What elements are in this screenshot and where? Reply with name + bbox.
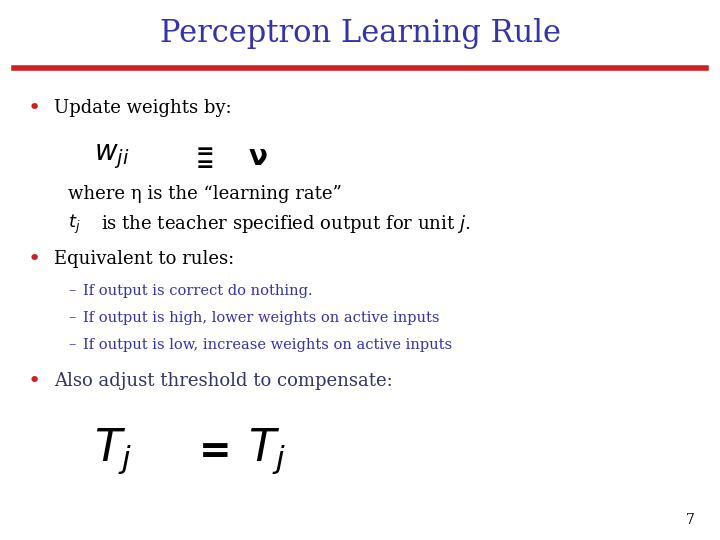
Text: $\mathbf{\mathit{T}}_j$: $\mathbf{\mathit{T}}_j$ [248,426,287,476]
Text: If output is high, lower weights on active inputs: If output is high, lower weights on acti… [83,310,439,325]
Text: –: – [68,284,76,298]
Text: where η is the “learning rate”: where η is the “learning rate” [68,185,342,204]
Text: $\mathbf{\nu}$: $\mathbf{\nu}$ [248,143,268,171]
Text: Also adjust threshold to compensate:: Also adjust threshold to compensate: [54,372,392,390]
Text: Update weights by:: Update weights by: [54,99,232,117]
Text: 7: 7 [686,512,695,526]
Text: $\mathbf{\mathit{T}}_j$: $\mathbf{\mathit{T}}_j$ [94,426,132,476]
Text: –: – [68,338,76,352]
Text: •: • [28,249,41,269]
Text: $\mathbf{=}$: $\mathbf{=}$ [191,139,213,161]
Text: $\mathbf{=}$: $\mathbf{=}$ [191,433,229,469]
Text: If output is correct do nothing.: If output is correct do nothing. [83,284,312,298]
Text: •: • [28,370,41,391]
Text: If output is low, increase weights on active inputs: If output is low, increase weights on ac… [83,338,452,352]
Text: $\mathbf{=}$: $\mathbf{=}$ [191,152,213,174]
Text: is the teacher specified output for unit $\mathit{j}$.: is the teacher specified output for unit… [101,213,470,235]
Text: Equivalent to rules:: Equivalent to rules: [54,250,234,268]
Text: Perceptron Learning Rule: Perceptron Learning Rule [160,18,560,49]
Text: •: • [28,98,41,118]
Text: –: – [68,310,76,325]
Text: $\mathit{t}_j$: $\mathit{t}_j$ [68,213,81,235]
Text: $\mathbf{\mathit{w}}_{ji}$: $\mathbf{\mathit{w}}_{ji}$ [94,143,130,171]
